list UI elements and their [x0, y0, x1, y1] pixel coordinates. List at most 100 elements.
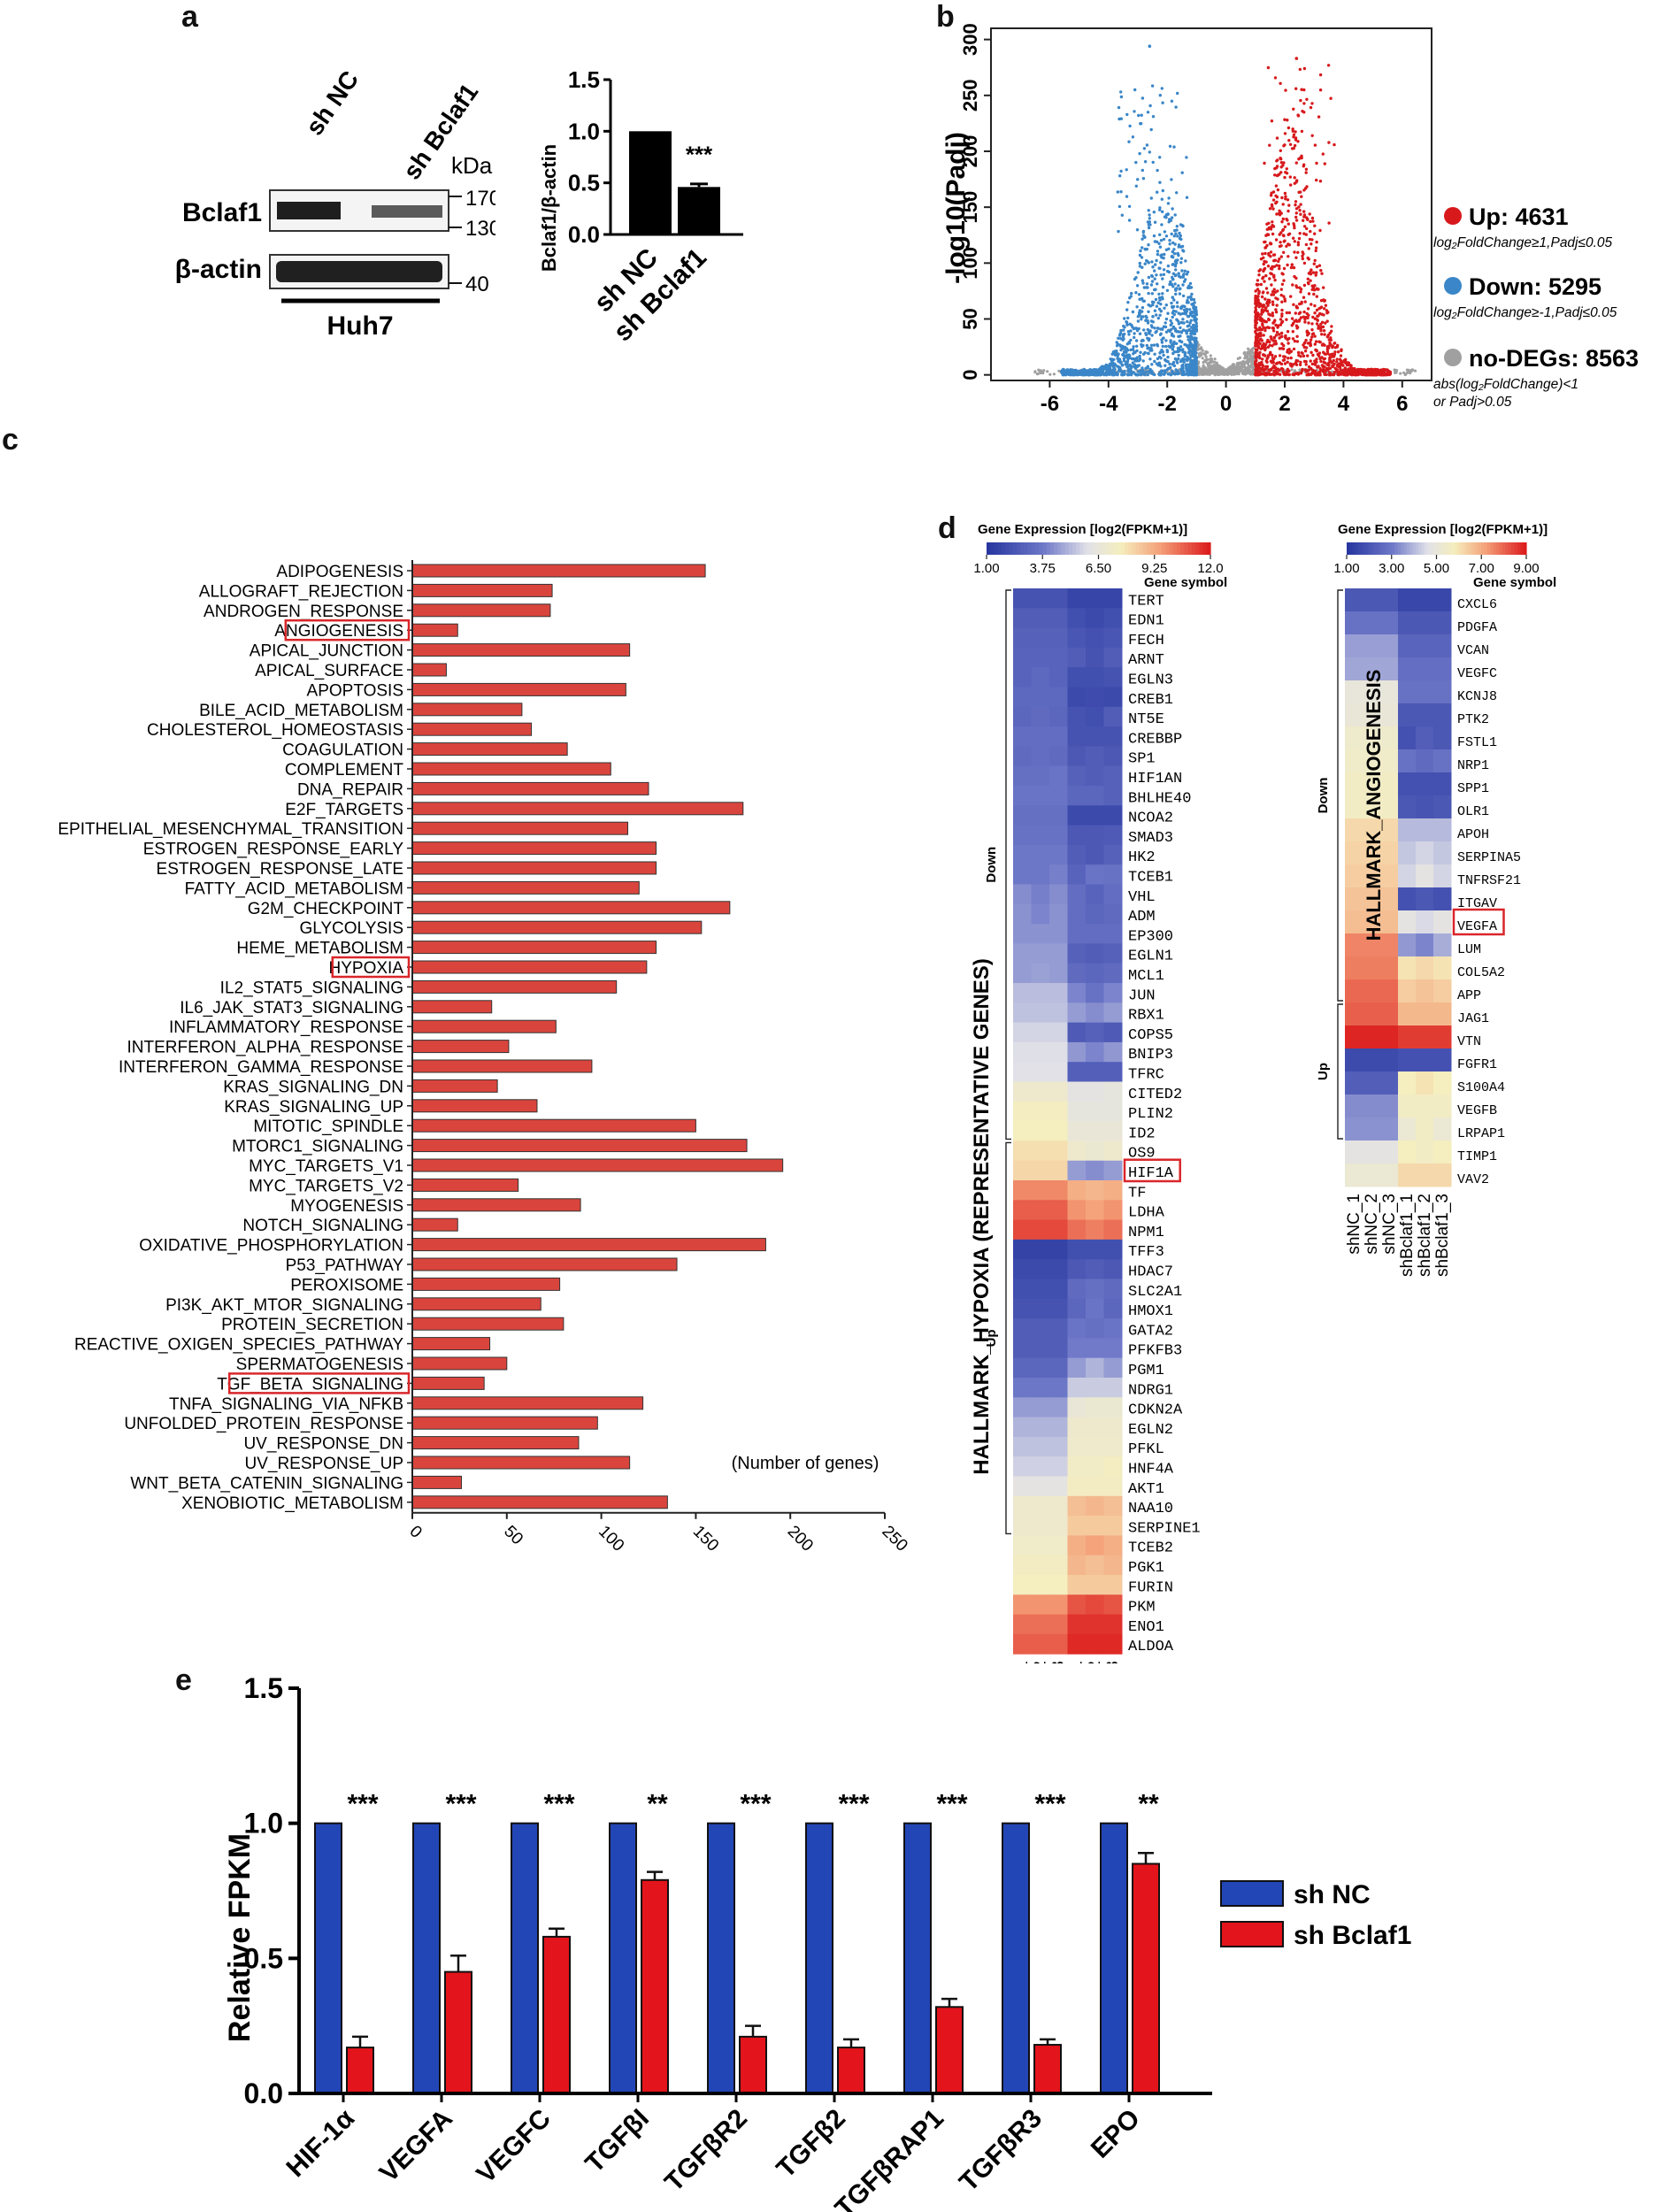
d-heat-cell: [1398, 726, 1417, 750]
b-point-nodeg: [1046, 370, 1049, 373]
d-heat-cell: [1398, 1002, 1417, 1026]
b-point-up: [1318, 366, 1322, 371]
d-colorbar-segment: [1177, 542, 1181, 555]
d-heat-cell: [1013, 1318, 1032, 1339]
d-heat-cell: [1067, 667, 1087, 687]
b-point-up: [1287, 336, 1291, 341]
b-point-nodeg: [1213, 357, 1217, 361]
b-point-down: [1147, 310, 1150, 313]
d-colorbar-segment: [1394, 542, 1399, 555]
b-point-down: [1194, 351, 1197, 355]
c-bar: [411, 861, 657, 875]
b-point-down: [1109, 357, 1112, 361]
d-heat-cell: [1013, 844, 1032, 865]
d-heat-cell: [1103, 1041, 1123, 1063]
b-point-up: [1254, 311, 1257, 314]
d-colorbar-segment: [994, 542, 999, 555]
d-colorbar-segment: [1514, 542, 1518, 555]
b-point-down: [1121, 371, 1125, 375]
b-point-down: [1140, 339, 1143, 342]
b-point-up: [1266, 233, 1271, 236]
b-point-down: [1156, 344, 1160, 348]
c-bar: [411, 880, 640, 895]
b-point-down: [1100, 366, 1104, 370]
d-heat-cell: [1086, 687, 1104, 708]
b-point-down: [1064, 368, 1069, 373]
d-heat-cell: [1103, 1121, 1123, 1141]
b-point-nodeg: [1200, 372, 1203, 375]
b-point-up: [1269, 255, 1272, 258]
b-point-up: [1309, 279, 1312, 282]
b-point-up: [1380, 372, 1384, 376]
d-heat-cell: [1086, 1121, 1104, 1141]
d-colorbar-segment: [1517, 542, 1521, 555]
d-colorbar-segment: [1027, 542, 1033, 555]
b-point-down: [1188, 321, 1192, 325]
b-point-down: [1175, 301, 1179, 304]
d-colorbar-segment: [1061, 542, 1066, 555]
b-point-up: [1268, 301, 1271, 304]
c-bar: [411, 941, 657, 955]
d-colorbar-label: 1.00: [1333, 561, 1359, 576]
b-point-down: [1141, 168, 1144, 173]
b-point-up: [1294, 304, 1298, 308]
c-category-label: WNT_BETA_CATENIN_SIGNALING: [130, 1474, 403, 1493]
b-point-up: [1271, 357, 1275, 360]
d-heat-cell: [1067, 1397, 1087, 1418]
d-gene-label: LUM: [1457, 942, 1481, 957]
b-point-down: [1154, 297, 1158, 302]
d-heat-cell: [1067, 1535, 1087, 1556]
b-xtick-label: -2: [1158, 392, 1177, 416]
d-colorbar-segment: [1481, 542, 1486, 555]
d-heat-cell: [1013, 1101, 1032, 1122]
b-point-down: [1192, 349, 1195, 353]
d-colorbar-label: 5.00: [1424, 561, 1449, 576]
b-point-down: [1187, 327, 1191, 332]
b-point-up: [1271, 224, 1274, 227]
b-point-up: [1342, 373, 1346, 376]
b-point-up: [1266, 354, 1271, 357]
marker-170: 170: [465, 187, 495, 211]
d-heat-cell: [1049, 825, 1068, 846]
c-bar: [411, 703, 523, 717]
b-point-up: [1290, 317, 1294, 320]
b-point-down: [1159, 273, 1163, 277]
chart-c-hbar: ADIPOGENESISALLOGRAFT_REJECTIONANDROGEN_…: [58, 560, 911, 1555]
b-point-down: [1159, 357, 1163, 360]
d-heat-cell: [1433, 1141, 1452, 1164]
d-heat-cell: [1086, 1180, 1104, 1201]
d-heat-cell: [1086, 903, 1104, 925]
d-heat-cell: [1086, 924, 1104, 944]
d-heat-cell: [1103, 1318, 1123, 1339]
b-point-up: [1267, 221, 1271, 225]
band-bclaf1-shnc: [277, 202, 341, 219]
b-point-down: [1184, 278, 1187, 281]
b-point-down: [1191, 353, 1194, 357]
b-point-down: [1130, 365, 1133, 368]
d-heat-cell: [1416, 588, 1434, 612]
b-point-up: [1285, 244, 1288, 248]
d-heat-cell: [1416, 1071, 1434, 1095]
d-heat-cell: [1031, 1200, 1050, 1221]
b-point-up: [1281, 367, 1285, 371]
d-heat-cell: [1049, 588, 1068, 609]
c-bar: [411, 722, 533, 736]
b-point-down: [1160, 223, 1164, 227]
b-point-down: [1103, 367, 1108, 371]
b-point-down: [1075, 369, 1079, 373]
b-point-down: [1185, 310, 1188, 313]
b-point-nodeg: [1197, 365, 1201, 369]
d-heat-cell: [1103, 1555, 1123, 1576]
d-heat-cell: [1067, 1594, 1087, 1616]
d-gene-label: ENO1: [1128, 1619, 1164, 1636]
b-point-down: [1116, 190, 1119, 194]
d-colorbar-segment: [1128, 542, 1133, 555]
b-point-down: [1176, 369, 1179, 373]
d-group-bracket: [1005, 1141, 1011, 1535]
d-gene-label: TFRC: [1128, 1067, 1164, 1084]
b-point-up: [1279, 241, 1282, 244]
b-point-down: [1158, 333, 1163, 336]
b-point-up: [1254, 326, 1257, 329]
b-point-up: [1263, 328, 1267, 333]
c-category-label: ANGIOGENESIS: [274, 622, 403, 641]
